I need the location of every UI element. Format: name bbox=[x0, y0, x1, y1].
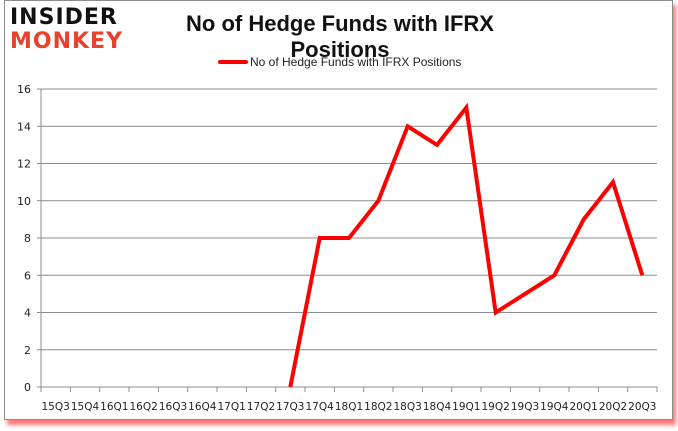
chart-title: No of Hedge Funds with IFRX Positions bbox=[186, 11, 494, 62]
x-tick-label: 17Q2 bbox=[247, 401, 275, 413]
chart-legend: No of Hedge Funds with IFRX Positions bbox=[218, 55, 461, 69]
y-tick-label: 10 bbox=[17, 195, 31, 208]
y-tick-label: 6 bbox=[24, 269, 31, 282]
x-tick-label: 17Q4 bbox=[306, 401, 335, 413]
x-tick-label: 19Q2 bbox=[482, 401, 510, 413]
logo-line-2: MONKEY bbox=[10, 29, 124, 54]
y-tick-label: 2 bbox=[24, 344, 31, 357]
x-tick-label: 19Q4 bbox=[540, 401, 569, 413]
x-tick-label: 16Q2 bbox=[130, 401, 158, 413]
x-tick-label: 16Q1 bbox=[100, 401, 128, 413]
legend-label: No of Hedge Funds with IFRX Positions bbox=[250, 55, 462, 69]
series-line bbox=[288, 102, 645, 388]
x-tick-label: 18Q2 bbox=[364, 401, 392, 413]
y-tick-label: 8 bbox=[24, 232, 31, 245]
x-tick-label: 19Q1 bbox=[452, 401, 480, 413]
y-tick-label: 4 bbox=[24, 307, 31, 320]
legend-line-swatch-icon bbox=[218, 60, 248, 64]
y-tick-label: 0 bbox=[24, 381, 31, 394]
x-tick-label: 20Q3 bbox=[628, 401, 656, 413]
x-tick-label: 15Q4 bbox=[71, 401, 100, 413]
insider-monkey-logo: INSIDER MONKEY bbox=[10, 6, 130, 54]
x-tick-label: 18Q3 bbox=[394, 401, 422, 413]
x-tick-label: 16Q4 bbox=[188, 401, 217, 413]
x-tick-label: 20Q2 bbox=[599, 401, 627, 413]
x-tick-label: 16Q3 bbox=[159, 401, 187, 413]
y-tick-label: 14 bbox=[17, 120, 31, 133]
x-tick-label: 20Q1 bbox=[570, 401, 598, 413]
y-tick-label: 16 bbox=[17, 83, 31, 96]
x-tick-label: 18Q1 bbox=[335, 401, 363, 413]
x-tick-label: 15Q3 bbox=[42, 401, 70, 413]
y-tick-label: 12 bbox=[17, 158, 31, 171]
x-tick-label: 19Q3 bbox=[511, 401, 539, 413]
x-tick-label: 17Q1 bbox=[218, 401, 246, 413]
logo-line-1: INSIDER bbox=[10, 5, 118, 30]
x-tick-label: 18Q4 bbox=[423, 401, 452, 413]
x-tick-label: 17Q3 bbox=[276, 401, 304, 413]
